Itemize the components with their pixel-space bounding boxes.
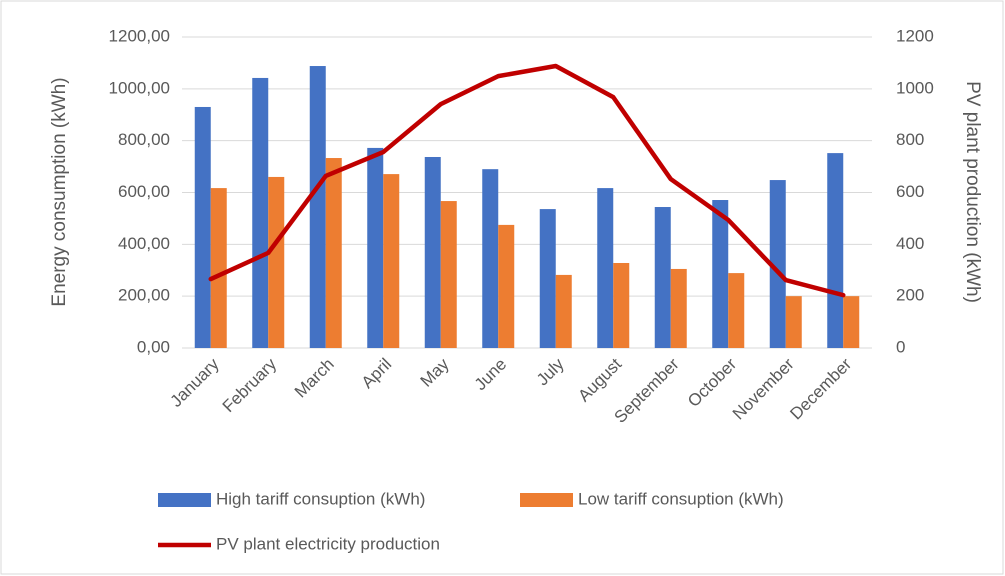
bar [555, 274, 572, 348]
bar [712, 200, 729, 348]
y-tick-label: 600,00 [118, 182, 170, 201]
bar [367, 147, 384, 348]
bar [498, 224, 515, 348]
bar [325, 158, 342, 348]
bar [309, 66, 326, 348]
y2-tick-label: 200 [896, 286, 924, 305]
bar [210, 188, 227, 348]
bar [597, 188, 614, 348]
bar [613, 262, 630, 348]
y2-axis-label: PV plant production (kWh) [962, 81, 983, 303]
bar [482, 169, 499, 348]
y-tick-label: 1000,00 [109, 78, 170, 97]
bar [728, 273, 745, 348]
y2-tick-label: 400 [896, 234, 924, 253]
bar [670, 268, 687, 348]
y-tick-label: 1200,00 [109, 26, 170, 45]
y2-tick-label: 0 [896, 337, 905, 356]
bar [194, 106, 211, 348]
y2-tick-label: 600 [896, 182, 924, 201]
legend-label: Low tariff consuption (kWh) [578, 489, 784, 508]
line [208, 63, 846, 298]
bar [769, 180, 786, 348]
bar [654, 207, 671, 348]
y-tick-label: 0,00 [137, 337, 170, 356]
bar [539, 209, 556, 348]
y-axis-label: Energy consumption (kWh) [49, 77, 70, 306]
bar [424, 156, 441, 348]
y2-tick-label: 800 [896, 130, 924, 149]
bar [268, 176, 285, 348]
bar [843, 296, 860, 348]
y-tick-label: 800,00 [118, 130, 170, 149]
bar [827, 153, 844, 348]
y2-tick-label: 1000 [896, 78, 934, 97]
y-tick-label: 400,00 [118, 234, 170, 253]
bar [252, 77, 269, 348]
legend-label: PV plant electricity production [216, 534, 440, 553]
y-tick-label: 200,00 [118, 286, 170, 305]
legend-swatch [520, 493, 573, 507]
bar [383, 174, 400, 348]
bar [785, 296, 802, 348]
legend-label: High tariff consuption (kWh) [216, 489, 425, 508]
y2-tick-label: 1200 [896, 26, 934, 45]
legend-swatch [158, 493, 211, 507]
bar [440, 201, 457, 348]
